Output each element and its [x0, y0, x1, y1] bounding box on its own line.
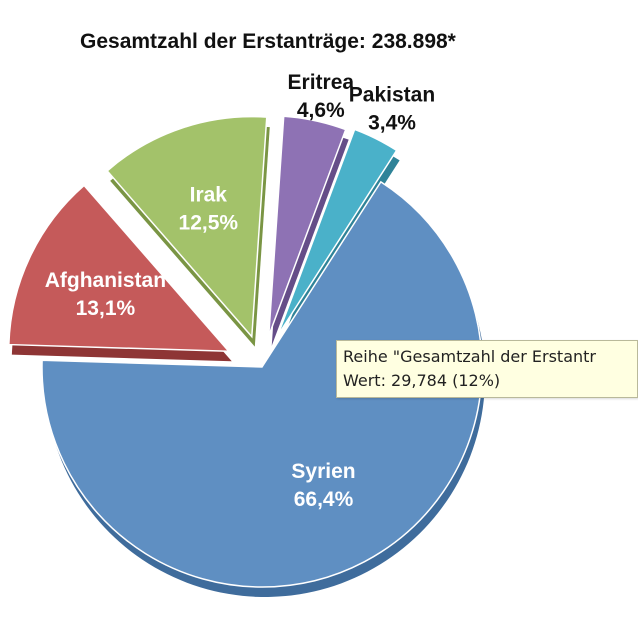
pie-label-name: Pakistan [349, 83, 435, 106]
chart-title: Gesamtzahl der Erstanträge: 238.898* [80, 30, 456, 53]
pie-labels-layer: Syrien 66,4% Afghanistan 13,1% Irak 12,5% Erit… [45, 71, 435, 511]
pie-label-percent: 66,4% [294, 488, 354, 511]
tooltip: Reihe "Gesamtzahl der Erstantr Wert: 29,… [336, 340, 638, 398]
pie-slices-layer [8, 115, 483, 588]
pie-label-name: Syrien [291, 460, 355, 483]
pie-label-percent: 4,6% [297, 99, 345, 122]
pie-label-name: Afghanistan [45, 269, 166, 292]
tooltip-series-line: Reihe "Gesamtzahl der Erstantr [343, 347, 596, 366]
pie-slice-pakistan[interactable] [277, 128, 398, 336]
pie-slice-syrien[interactable] [41, 180, 483, 588]
pie-slice-irak[interactable] [106, 115, 268, 339]
pie-slice-afghanistan[interactable] [8, 184, 231, 353]
pie-label-percent: 3,4% [368, 111, 416, 134]
tooltip-value-line: Wert: 29,784 (12%) [343, 371, 501, 390]
pie-label-percent: 13,1% [76, 297, 136, 320]
pie-label-name: Eritrea [288, 71, 355, 94]
pie-label-name: Irak [190, 183, 228, 206]
pie-label-percent: 12,5% [179, 211, 239, 234]
pie-slice-eritrea[interactable] [268, 115, 347, 336]
